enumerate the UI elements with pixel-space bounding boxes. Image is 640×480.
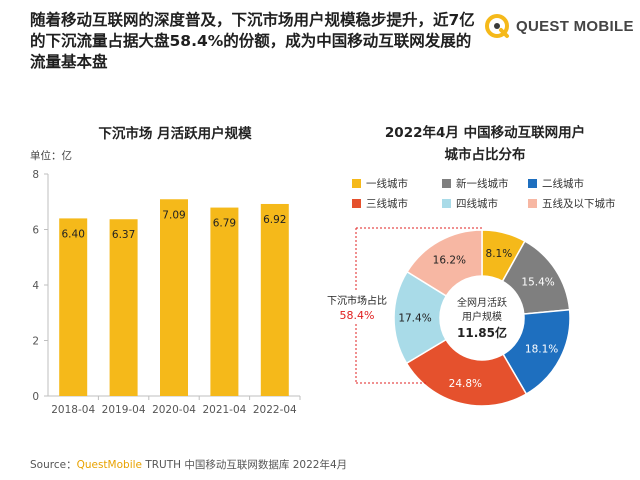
x-tick-label: 2018-04 (51, 404, 95, 416)
bar-chart-title: 下沉市场 月活跃用户规模 (98, 126, 252, 142)
slice-value-label: 15.4% (521, 276, 554, 288)
bar-value-label: 6.92 (263, 214, 286, 226)
bar-value-label: 6.79 (213, 218, 236, 230)
donut-slice (406, 229, 483, 297)
legend-swatch (352, 179, 361, 188)
x-tick-label: 2021-04 (202, 404, 246, 416)
page-headline: 随着移动互联网的深度普及，下沉市场用户规模稳步提升，近7亿的下沉流量占据大盘58… (30, 11, 475, 71)
bracket-label: 下沉市场占比 (327, 294, 387, 307)
bar (210, 207, 239, 396)
y-tick-label: 8 (32, 169, 39, 181)
pie-chart-title-line2: 城市占比分布 (444, 147, 526, 163)
donut-center-line2: 用户规模 (462, 310, 502, 323)
questmobile-logo: QUEST MOBILE (484, 12, 634, 40)
source-rest: TRUTH 中国移动互联网数据库 2022年4月 (142, 459, 348, 471)
source-brand: QuestMobile (76, 459, 142, 471)
x-tick-label: 2022-04 (253, 404, 297, 416)
logo-text: QUEST MOBILE (516, 17, 634, 35)
bar-value-label: 6.40 (62, 228, 85, 240)
legend-label: 新一线城市 (456, 178, 509, 190)
bar-chart: 0 2 4 6 8 6.40 2018-04 6.37 2019-04 7.09 2020-04 6.… (32, 169, 301, 416)
bar-value-label: 7.09 (162, 209, 185, 221)
legend-label: 二线城市 (542, 178, 584, 190)
legend-swatch (352, 199, 361, 208)
questmobile-logo-icon (485, 14, 509, 38)
legend-item: 新一线城市 (442, 176, 509, 191)
legend-swatch (528, 199, 537, 208)
donut-center-value: 11.85亿 (457, 325, 507, 340)
source-prefix: Source： (30, 459, 77, 471)
slice-value-label: 17.4% (398, 313, 431, 325)
donut-slice (405, 338, 528, 407)
y-tick-label: 2 (32, 336, 39, 348)
bar (109, 219, 138, 396)
bracket-label-bg (322, 290, 392, 324)
y-tick-label: 4 (32, 280, 39, 292)
slice-value-label: 18.1% (525, 344, 558, 356)
donut-center-line1: 全网月活跃 (457, 296, 507, 309)
y-tick-label: 0 (32, 391, 39, 403)
legend-item: 一线城市 (352, 176, 408, 191)
source-note: Source：QuestMobile TRUTH 中国移动互联网数据库 2022… (30, 457, 347, 472)
legend-label: 一线城市 (366, 178, 408, 190)
x-tick-label: 2019-04 (102, 404, 146, 416)
bar (260, 203, 289, 396)
bar (59, 218, 88, 396)
slice-value-label: 16.2% (433, 254, 466, 266)
legend-item: 四线城市 (442, 196, 498, 211)
slice-value-label: 24.8% (449, 378, 482, 390)
pie-chart-title-line1: 2022年4月 中国移动互联网用户 (384, 125, 586, 141)
x-tick-label: 2020-04 (152, 404, 196, 416)
slice-value-label: 8.1% (486, 248, 513, 260)
legend-label: 四线城市 (456, 198, 498, 210)
legend-swatch (528, 179, 537, 188)
y-tick-label: 6 (32, 225, 39, 237)
legend-swatch (442, 179, 451, 188)
legend-swatch (442, 199, 451, 208)
bar (160, 199, 188, 396)
bar-value-label: 6.37 (112, 229, 135, 241)
legend-item: 二线城市 (528, 176, 584, 191)
bracket-value: 58.4% (340, 309, 375, 322)
pie-chart-title: 2022年4月 中国移动互联网用户 城市占比分布 (340, 122, 630, 166)
legend-label: 五线及以下城市 (542, 198, 616, 210)
legend-label: 三线城市 (366, 198, 408, 210)
legend-item: 三线城市 (352, 196, 408, 211)
bar-chart-unit: 单位：亿 (30, 150, 72, 162)
legend-item: 五线及以下城市 (528, 196, 616, 211)
